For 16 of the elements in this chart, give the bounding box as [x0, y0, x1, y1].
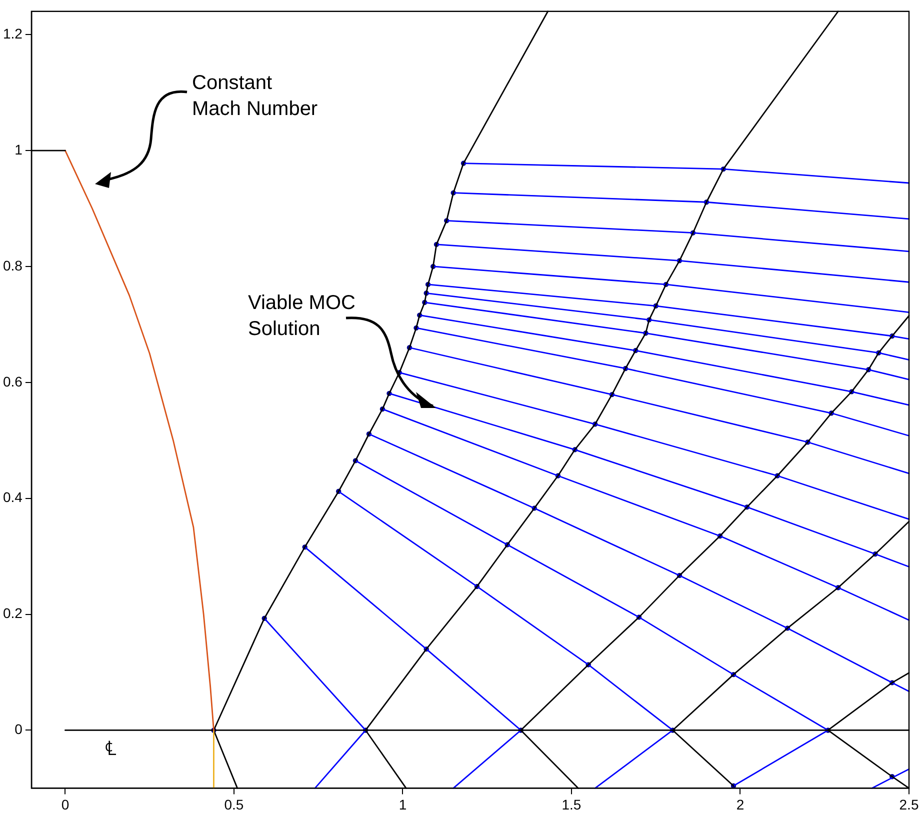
- x-tick-label: 1: [398, 796, 407, 812]
- x-tick-label: 1.5: [562, 796, 582, 812]
- x-tick-label: 2: [736, 796, 744, 812]
- y-tick-label: 0.8: [2, 257, 23, 274]
- x-tick-label: 0.5: [224, 796, 244, 812]
- annotation: Constant Mach Number: [192, 71, 319, 122]
- y-tick-label: 0: [14, 721, 23, 738]
- annotation: ℄: [105, 737, 116, 762]
- y-tick-label: 0.6: [2, 373, 23, 390]
- x-tick-label: 0: [61, 796, 70, 812]
- y-tick-label: 1.2: [2, 25, 23, 42]
- annotation: Viable MOC Solution: [248, 291, 356, 342]
- y-tick-label: 0.2: [2, 605, 23, 622]
- y-tick-label: 0.4: [2, 489, 23, 506]
- y-tick-label: 1: [14, 141, 23, 158]
- x-tick-label: 2.5: [899, 796, 919, 812]
